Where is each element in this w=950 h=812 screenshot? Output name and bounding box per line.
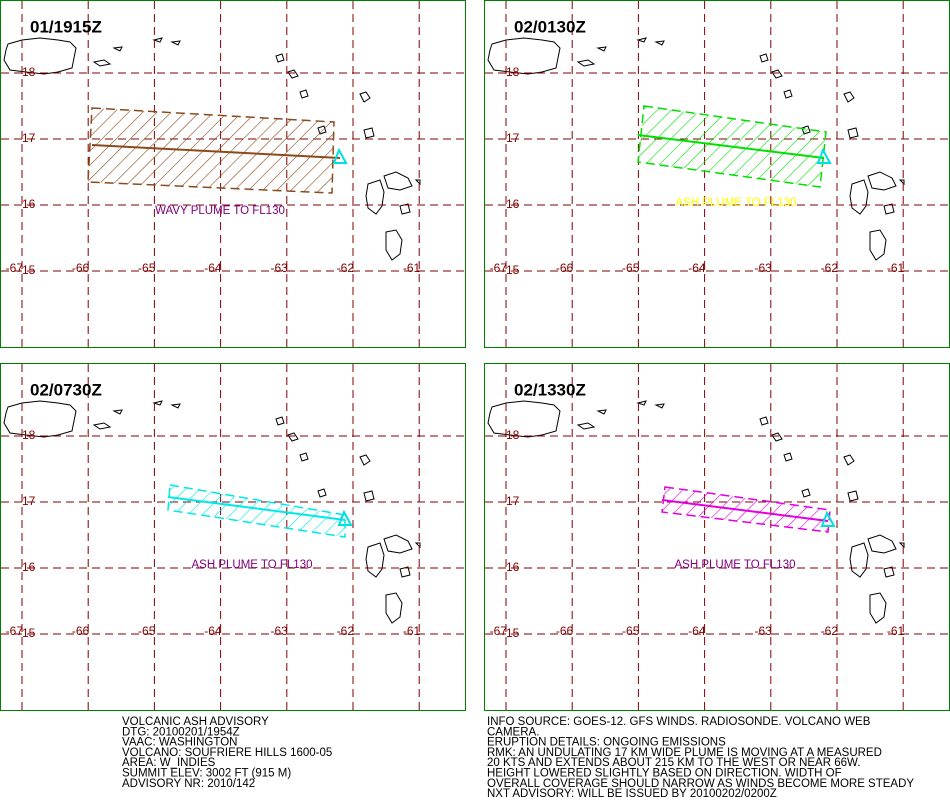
longitude-label: -67: [6, 261, 24, 275]
longitude-label: -64: [688, 624, 706, 638]
advisory-line: ERUPTION DETAILS: ONGOING EMISSIONS: [487, 737, 726, 749]
longitude-label: -62: [337, 624, 355, 638]
plume-axis: [167, 496, 346, 521]
longitude-label: -63: [270, 261, 288, 275]
ash-plume-area: [167, 484, 346, 538]
advisory-line: OVERALL COVERAGE SHOULD NARROW AS WINDS …: [487, 778, 914, 790]
panel-time: 02/0130Z: [514, 17, 586, 36]
panel-background: [484, 0, 950, 348]
panel-time: 02/0730Z: [30, 380, 102, 399]
longitude-label: -63: [754, 261, 772, 275]
volcano-marker: [816, 147, 832, 164]
longitude-label: -64: [688, 261, 706, 275]
longitude-label: -64: [204, 261, 222, 275]
advisory-line: AREA: W_INDIES: [122, 757, 216, 769]
advisory-line: VAAC: WASHINGTON: [122, 737, 237, 749]
volcano-marker: [820, 510, 836, 527]
longitude-label: -66: [556, 624, 574, 638]
panel-time: 01/1915Z: [30, 17, 102, 36]
longitude-label: -65: [622, 261, 640, 275]
panel-background: [0, 363, 466, 711]
latitude-label: 18: [22, 65, 36, 79]
longitude-label: -61: [403, 261, 421, 275]
advisory-line: ADVISORY NR: 2010/142: [122, 778, 255, 790]
longitude-label: -61: [403, 624, 421, 638]
latitude-label: 17: [506, 494, 520, 508]
latitude-label: 15: [22, 263, 36, 277]
plume-label: ASH PLUME TO FL130: [674, 559, 795, 571]
plume-axis: [661, 499, 829, 522]
advisory-line: CAMERA.: [487, 726, 539, 738]
latitude-label: 18: [506, 65, 520, 79]
longitude-label: -63: [270, 624, 288, 638]
plume-label: WAVY PLUME TO FL130: [155, 205, 285, 217]
longitude-label: -61: [887, 624, 905, 638]
longitude-label: -65: [622, 624, 640, 638]
panel-background: [484, 363, 950, 711]
latitude-label: 16: [22, 560, 36, 574]
advisory-line: VOLCANIC ASH ADVISORY: [122, 716, 269, 728]
plume-label: ASH PLUME TO FL130: [675, 197, 796, 209]
longitude-label: -62: [821, 261, 839, 275]
longitude-label: -67: [6, 624, 24, 638]
panel-time: 02/1330Z: [514, 380, 586, 399]
latitude-label: 17: [22, 494, 36, 508]
latitude-label: 16: [22, 197, 36, 211]
latitude-label: 18: [22, 428, 36, 442]
longitude-label: -66: [72, 261, 90, 275]
advisory-line: HEIGHT LOWERED SLIGHTLY BASED ON DIRECTI…: [487, 768, 842, 780]
longitude-label: -66: [72, 624, 90, 638]
latitude-label: 15: [506, 263, 520, 277]
latitude-label: 15: [22, 626, 36, 640]
latitude-label: 17: [22, 131, 36, 145]
ash-plume-area: [661, 486, 831, 533]
plume-axis: [637, 134, 825, 159]
longitude-label: -63: [754, 624, 772, 638]
advisory-line: 20 KTS AND EXTENDS ABOUT 215 KM TO THE W…: [487, 757, 860, 769]
advisory-line: NXT ADVISORY: WILL BE ISSUED BY 20100202…: [487, 788, 777, 800]
advisory-line: VOLCANO: SOUFRIERE HILLS 1600-05: [122, 747, 332, 759]
map-panel: 18 17 16 15-67 -66 -65 -64 -63 -62 -61 ASH PLUME T…: [0, 363, 466, 711]
advisory-line: DTG: 20100201/1954Z: [122, 726, 240, 738]
latitude-label: 15: [506, 626, 520, 640]
advisory-line: INFO SOURCE: GOES-12. GFS WINDS. RADIOSO…: [487, 716, 871, 728]
longitude-label: -67: [490, 261, 508, 275]
longitude-label: -64: [204, 624, 222, 638]
map-panel: 18 17 16 15-67 -66 -65 -64 -63 -62 -61 ASH PLUME T…: [484, 363, 950, 711]
longitude-label: -65: [138, 261, 156, 275]
longitude-label: -66: [556, 261, 574, 275]
longitude-label: -67: [490, 624, 508, 638]
latitude-label: 17: [506, 131, 520, 145]
advisory-line: SUMMIT ELEV: 3002 FT (915 M): [122, 768, 291, 780]
map-panel: 18 17 16 15-67 -66 -65 -64 -63 -62 -61 ASH PLUME T…: [484, 0, 950, 348]
advisory-line: RMK: AN UNDULATING 17 KM WIDE PLUME IS M…: [487, 747, 882, 759]
latitude-label: 16: [506, 560, 520, 574]
plume-axis: [91, 144, 341, 159]
volcano-marker: [332, 147, 348, 164]
longitude-label: -62: [337, 261, 355, 275]
longitude-label: -62: [821, 624, 839, 638]
longitude-label: -61: [887, 261, 905, 275]
latitude-label: 16: [506, 197, 520, 211]
volcano-marker: [337, 509, 353, 526]
plume-label: ASH PLUME TO FL130: [191, 559, 312, 571]
map-panel: 18 17 16 15-67 -66 -65 -64 -63 -62 -61 WAVY PLUME …: [0, 0, 466, 348]
longitude-label: -65: [138, 624, 156, 638]
latitude-label: 18: [506, 428, 520, 442]
